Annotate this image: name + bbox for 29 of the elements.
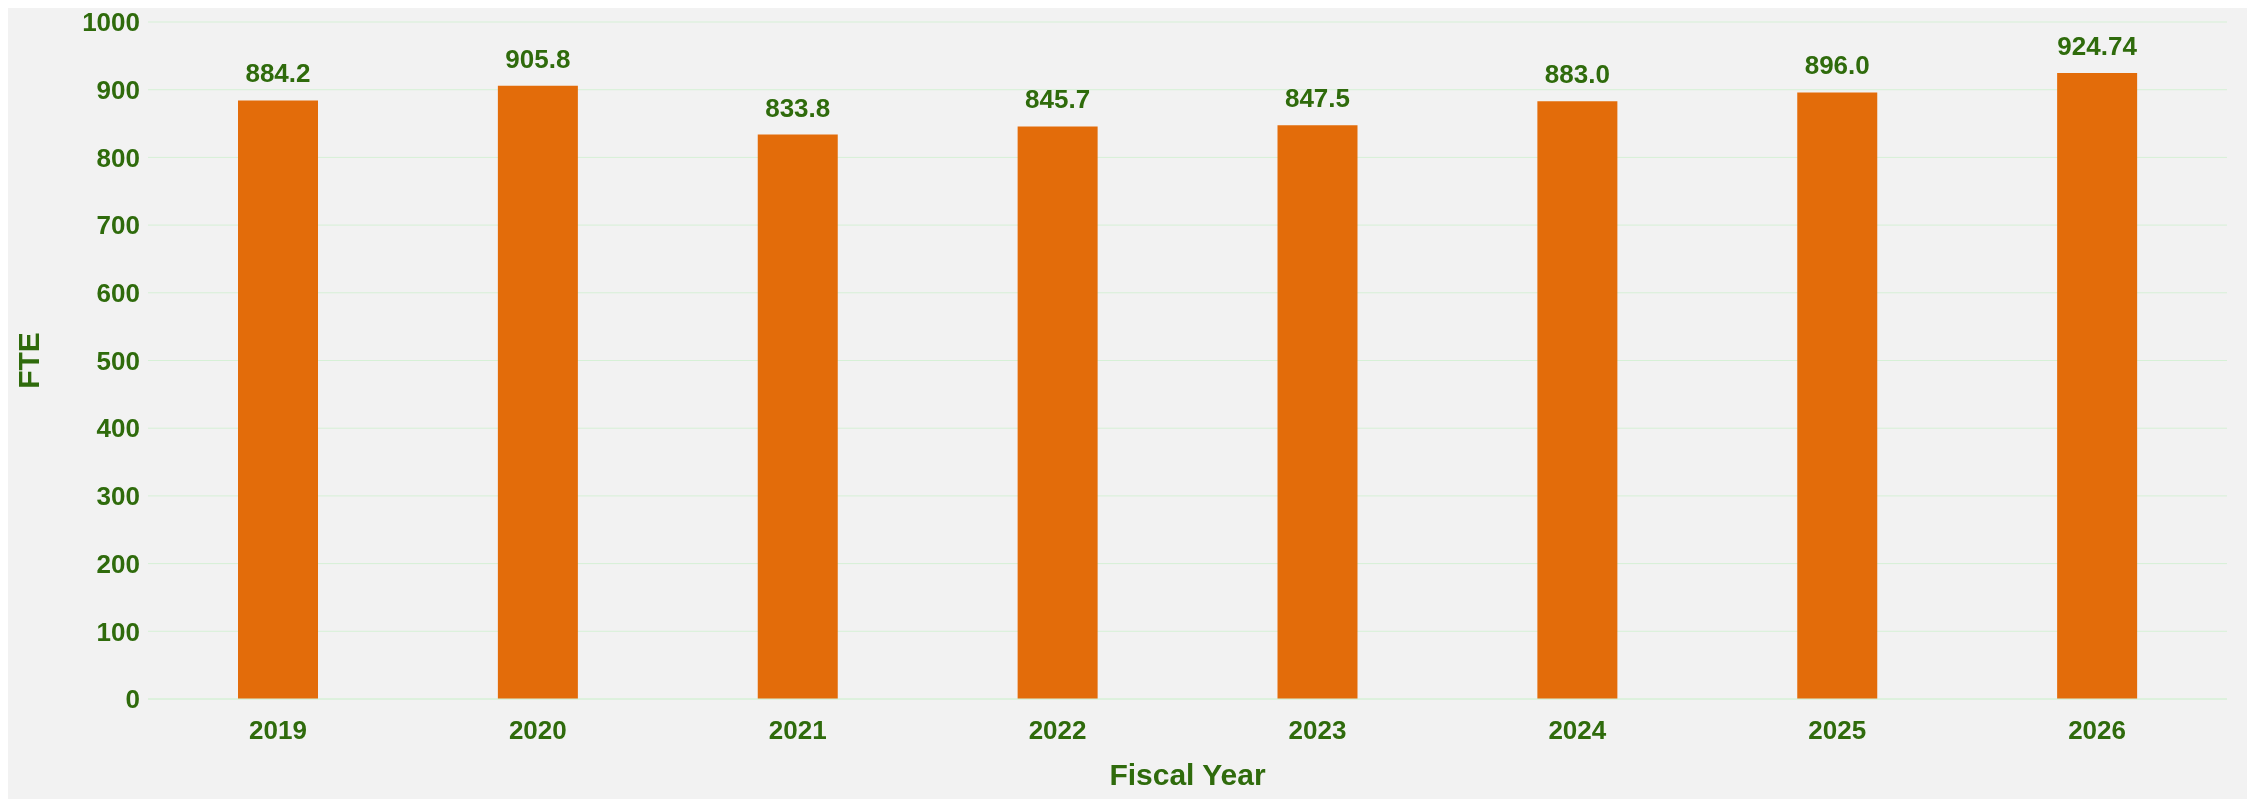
y-tick-label: 800 xyxy=(96,142,140,173)
x-tick-label: 2023 xyxy=(1288,715,1347,746)
y-tick-label: 300 xyxy=(96,481,140,512)
y-tick-label: 200 xyxy=(96,548,140,579)
y-tick-label: 400 xyxy=(96,413,140,444)
y-tick-label: 1000 xyxy=(82,7,140,38)
data-label: 845.7 xyxy=(1025,84,1091,115)
data-label: 883.0 xyxy=(1544,59,1610,90)
data-label: 847.5 xyxy=(1284,83,1351,114)
y-tick-label: 0 xyxy=(125,684,140,715)
data-label: 884.2 xyxy=(245,58,311,89)
x-tick-label: 2024 xyxy=(1548,715,1607,746)
x-tick-label: 2021 xyxy=(768,715,827,746)
data-label: 905.8 xyxy=(505,43,571,74)
x-tick-label: 2022 xyxy=(1028,715,1087,746)
y-tick-label: 500 xyxy=(96,345,140,376)
x-axis-title: Fiscal Year xyxy=(1109,758,1266,791)
y-tick-label: 700 xyxy=(96,210,140,241)
y-tick-label: 900 xyxy=(96,74,140,105)
y-tick-label: 600 xyxy=(96,278,140,309)
data-label: 924.74 xyxy=(2057,30,2138,61)
y-tick-label: 100 xyxy=(96,616,140,647)
x-tick-label: 2019 xyxy=(249,715,307,746)
x-tick-label: 2026 xyxy=(2068,715,2126,746)
x-tick-label: 2020 xyxy=(508,715,567,746)
data-label: 833.8 xyxy=(765,92,831,123)
data-label: 896.0 xyxy=(1804,50,1870,81)
y-axis-title: FTE xyxy=(11,332,45,389)
x-tick-label: 2025 xyxy=(1808,715,1867,746)
